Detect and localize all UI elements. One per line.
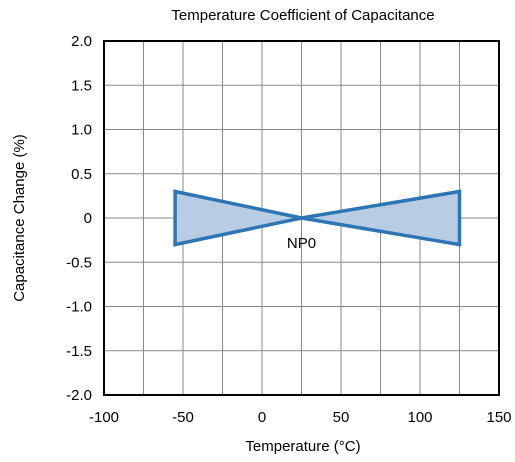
x-tick-label: -100 xyxy=(89,409,119,426)
series-layer xyxy=(173,189,462,247)
y-tick-labels: 2.0 1.5 1.0 0.5 0 -0.5 -1.0 -1.5 -2.0 xyxy=(66,33,92,404)
y-tick-label: -1.0 xyxy=(66,299,92,316)
chart-title: Temperature Coefficient of Capacitance xyxy=(171,7,434,24)
x-tick-label: -50 xyxy=(172,409,194,426)
x-tick-label: 100 xyxy=(407,409,432,426)
plot-frame xyxy=(103,40,500,396)
series-area-np0 xyxy=(173,189,462,247)
y-tick-label: 1.0 xyxy=(71,122,92,139)
y-tick-label: 1.5 xyxy=(71,77,92,94)
x-axis-label: Temperature (°C) xyxy=(245,438,360,455)
y-tick-label: 0 xyxy=(84,210,92,227)
annotations: NP0 xyxy=(287,235,316,252)
x-tick-label: 150 xyxy=(486,409,511,426)
y-tick-label: 2.0 xyxy=(71,33,92,50)
y-tick-label: -2.0 xyxy=(66,387,92,404)
x-tick-label: 50 xyxy=(333,409,350,426)
x-tick-label: 0 xyxy=(258,409,266,426)
series-label-np0: NP0 xyxy=(287,235,316,252)
y-tick-label: 0.5 xyxy=(71,166,92,183)
y-axis-label: Capacitance Change (%) xyxy=(11,134,28,302)
y-tick-label: -1.5 xyxy=(66,343,92,360)
y-tick-label: -0.5 xyxy=(66,254,92,271)
x-tick-labels: -100 -50 0 50 100 150 xyxy=(89,409,512,426)
